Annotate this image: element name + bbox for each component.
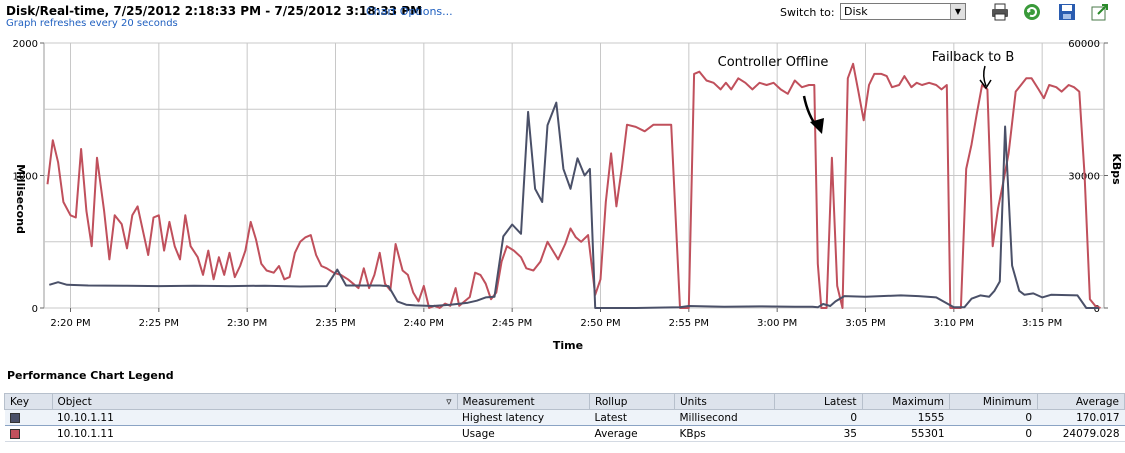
x-tick-label: 2:55 PM bbox=[669, 318, 709, 329]
legend-measurement: Highest latency bbox=[457, 409, 590, 426]
column-header-measurement[interactable]: Measurement bbox=[456, 393, 590, 410]
x-tick-label: 2:40 PM bbox=[404, 318, 444, 329]
series-color-swatch bbox=[9, 412, 20, 423]
x-axis-label: Time bbox=[553, 339, 583, 352]
y-right-tick-label: 60000 bbox=[1068, 39, 1100, 50]
annotation-arrow-head bbox=[979, 79, 992, 90]
x-tick-label: 2:20 PM bbox=[50, 318, 90, 329]
chart-header: Disk/Real-time, 7/25/2012 2:18:33 PM - 7… bbox=[0, 0, 1125, 36]
series-color-swatch bbox=[9, 428, 20, 439]
refresh-note: Graph refreshes every 20 seconds bbox=[6, 18, 178, 29]
y-axis-right-label: KBps bbox=[1110, 153, 1123, 185]
usage-series-line bbox=[46, 62, 1101, 309]
annotation-controller-offline: Controller Offline bbox=[718, 55, 829, 70]
column-header-maximum[interactable]: Maximum bbox=[861, 393, 950, 410]
legend-minimum: 0 bbox=[949, 409, 1037, 426]
legend-latest: 0 bbox=[774, 409, 862, 426]
y-right-tick-label: 0 bbox=[1094, 304, 1100, 315]
switch-to-value: Disk bbox=[844, 5, 868, 18]
column-header-minimum[interactable]: Minimum bbox=[949, 393, 1038, 410]
column-header-object[interactable]: Object ▿ bbox=[51, 393, 458, 410]
x-tick-label: 2:45 PM bbox=[492, 318, 532, 329]
printer-icon[interactable] bbox=[990, 2, 1010, 22]
column-header-average[interactable]: Average bbox=[1036, 393, 1125, 410]
page-title: Disk/Real-time, 7/25/2012 2:18:33 PM - 7… bbox=[6, 4, 423, 18]
legend-measurement: Usage bbox=[457, 425, 590, 442]
latency-series-line bbox=[49, 101, 1099, 309]
y-left-tick-label: 0 bbox=[32, 304, 38, 315]
legend-row-latency[interactable]: 10.10.1.11 Highest latency Latest Millis… bbox=[4, 409, 1125, 426]
column-header-latest[interactable]: Latest bbox=[774, 393, 863, 410]
legend-rollup: Average bbox=[589, 425, 675, 442]
legend-minimum: 0 bbox=[949, 425, 1037, 442]
legend-units: KBps bbox=[674, 425, 775, 442]
legend-object: 10.10.1.11 bbox=[52, 409, 457, 426]
column-header-rollup[interactable]: Rollup bbox=[589, 393, 675, 410]
x-tick-label: 3:10 PM bbox=[934, 318, 974, 329]
legend-rollup: Latest bbox=[589, 409, 675, 426]
switch-to-label: Switch to: bbox=[780, 6, 835, 19]
legend-units: Millisecond bbox=[674, 409, 775, 426]
legend-key-cell bbox=[4, 425, 52, 442]
legend-object: 10.10.1.11 bbox=[52, 425, 457, 442]
chart-axes: 2:20 PM 2:25 PM 2:30 PM 2:35 PM 2:40 PM 2:45 … bbox=[13, 39, 1108, 329]
legend-title: Performance Chart Legend bbox=[7, 369, 174, 382]
legend-latest: 35 bbox=[774, 425, 862, 442]
chevron-down-icon[interactable]: ▼ bbox=[950, 4, 965, 19]
annotation-arrow bbox=[982, 65, 987, 87]
chart-options-link[interactable]: Chart Options... bbox=[366, 5, 453, 18]
x-tick-label: 2:30 PM bbox=[227, 318, 267, 329]
x-tick-label: 2:25 PM bbox=[139, 318, 179, 329]
x-tick-label: 3:05 PM bbox=[845, 318, 885, 329]
legend-key-cell bbox=[4, 409, 52, 426]
column-header-units[interactable]: Units bbox=[674, 393, 775, 410]
legend-average: 24079.028 bbox=[1037, 425, 1125, 442]
legend-average: 170.017 bbox=[1037, 409, 1125, 426]
x-tick-label: 3:00 PM bbox=[757, 318, 797, 329]
column-header-object-label: Object bbox=[57, 395, 92, 408]
legend-row-usage[interactable]: 10.10.1.11 Usage Average KBps 35 55301 0… bbox=[4, 425, 1125, 442]
y-left-tick-label: 2000 bbox=[13, 39, 38, 50]
legend-maximum: 55301 bbox=[862, 425, 950, 442]
y-left-tick-label: 1000 bbox=[13, 172, 38, 183]
export-icon[interactable] bbox=[1090, 2, 1110, 22]
column-header-key[interactable]: Key bbox=[4, 393, 53, 410]
legend-maximum: 1555 bbox=[862, 409, 950, 426]
x-tick-label: 2:35 PM bbox=[315, 318, 355, 329]
x-tick-label: 2:50 PM bbox=[580, 318, 620, 329]
legend-table: Key Object ▿ Measurement Rollup Units Lat… bbox=[4, 393, 1125, 442]
sort-desc-icon[interactable]: ▿ bbox=[446, 395, 452, 408]
annotation-failback: Failback to B bbox=[932, 50, 1015, 65]
chart-series bbox=[46, 62, 1101, 309]
chart-annotations: Controller Offline Failback to B bbox=[718, 50, 1015, 134]
refresh-icon[interactable] bbox=[1022, 2, 1042, 22]
annotation-arrow-head bbox=[810, 118, 824, 134]
save-icon[interactable] bbox=[1057, 2, 1077, 22]
x-tick-label: 3:15 PM bbox=[1022, 318, 1062, 329]
legend-header-row: Key Object ▿ Measurement Rollup Units Lat… bbox=[4, 393, 1125, 410]
y-axis-left-label: Millisecond bbox=[14, 164, 27, 234]
performance-chart: 2:20 PM 2:25 PM 2:30 PM 2:35 PM 2:40 PM 2:45 … bbox=[13, 39, 1123, 352]
switch-to-select[interactable]: Disk ▼ bbox=[840, 3, 966, 20]
